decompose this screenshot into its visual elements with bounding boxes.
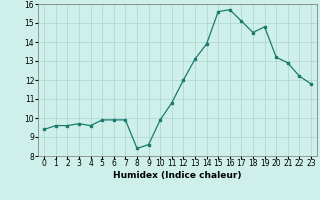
X-axis label: Humidex (Indice chaleur): Humidex (Indice chaleur) bbox=[113, 171, 242, 180]
